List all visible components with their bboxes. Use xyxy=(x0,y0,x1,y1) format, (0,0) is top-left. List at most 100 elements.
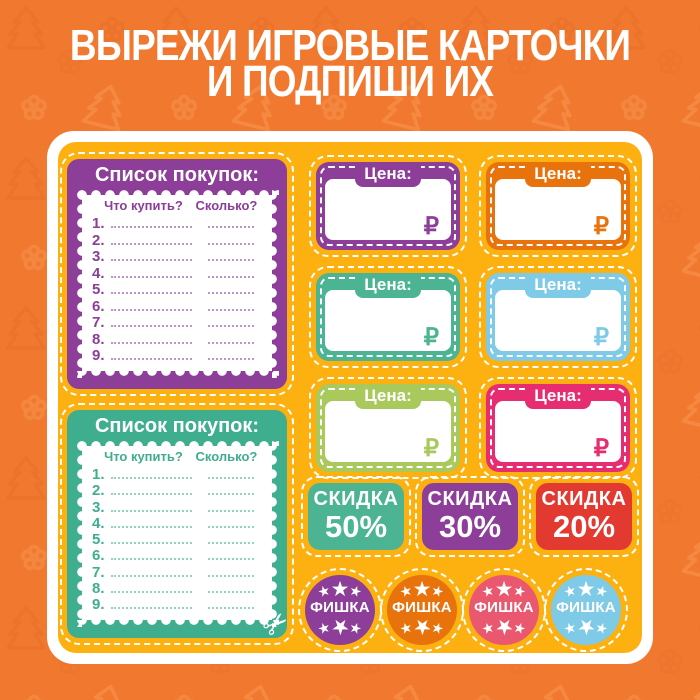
shopping-list-body: Что купить? Сколько? 1. 2. 3. 4. 5. 6. 7. 8. 9. xyxy=(75,439,279,627)
chip-token-rose: ★ ★ ★ ФИШКА ★ ★ ★ xyxy=(462,568,546,652)
price-label: Цена: xyxy=(525,162,591,187)
row-number: 6. xyxy=(92,547,105,565)
stars-row: ★ ★ ★ xyxy=(315,579,364,601)
qty-dotted-line xyxy=(208,477,254,480)
qty-dotted-line xyxy=(208,542,254,545)
item-dotted-line xyxy=(111,606,192,609)
page-title: ВЫРЕЖИ ИГРОВЫЕ КАРТОЧКИ И ПОДПИШИ ИХ xyxy=(56,21,644,104)
cards-panel-inner: Список покупок: Что купить? Сколько? 1. 2… xyxy=(58,142,642,653)
qty-dotted-line xyxy=(208,292,254,295)
item-dotted-line xyxy=(111,292,192,295)
star-icon: ★ xyxy=(593,618,611,638)
price-card-purple: Цена: ₽ xyxy=(309,155,467,257)
stars-row: ★ ★ ★ xyxy=(561,615,611,638)
chip-label: ФИШКА xyxy=(556,599,616,616)
price-write-area xyxy=(325,401,451,462)
discount-label: СКИДКА xyxy=(313,488,399,510)
stars-row: ★ ★ ★ xyxy=(397,579,446,601)
star-icon: ★ xyxy=(561,618,579,638)
price-write-area xyxy=(495,290,621,351)
ruble-sign: ₽ xyxy=(593,213,609,240)
list-row: 6. xyxy=(92,297,258,314)
chip-label: ФИШКА xyxy=(392,599,452,616)
qty-dotted-line xyxy=(208,226,254,229)
scallop-edge xyxy=(272,439,279,627)
discount-card-30: СКИДКА 30% xyxy=(415,476,525,557)
list-header-row: Что купить? Сколько? xyxy=(92,198,258,215)
scallop-edge xyxy=(75,439,82,627)
row-number: 4. xyxy=(92,264,105,282)
discount-value: 30% xyxy=(438,509,502,544)
row-number: 9. xyxy=(92,346,105,364)
star-icon: ★ xyxy=(397,618,415,638)
list-row: 8. xyxy=(92,580,258,596)
item-dotted-line xyxy=(111,542,192,545)
star-icon: ★ xyxy=(479,618,497,638)
list-row: 2. xyxy=(92,482,258,498)
item-dotted-line xyxy=(111,325,192,328)
price-label: Цена: xyxy=(525,273,591,298)
price-label: Цена: xyxy=(355,162,421,187)
shopping-list-title: Список покупок: xyxy=(94,164,260,186)
scallop-edge xyxy=(75,371,279,378)
price-card-pink: Цена: ₽ xyxy=(479,377,637,479)
column-header-qty: Сколько? xyxy=(195,449,258,464)
page-title-line1: ВЫРЕЖИ ИГРОВЫЕ КАРТОЧКИ xyxy=(69,21,631,70)
shopping-list-table: Что купить? Сколько? 1. 2. 3. 4. 5. 6. 7. 8. 9. xyxy=(82,446,272,620)
list-row: 7. xyxy=(92,563,258,581)
list-header-row: Что купить? Сколько? xyxy=(92,449,258,466)
list-row: 1. xyxy=(92,466,258,482)
scallop-edge xyxy=(272,188,279,378)
price-label: Цена: xyxy=(355,273,421,298)
item-dotted-line xyxy=(111,341,192,344)
row-number: 5. xyxy=(92,531,105,549)
qty-dotted-line xyxy=(208,308,254,311)
item-dotted-line xyxy=(111,477,192,480)
qty-dotted-line xyxy=(208,525,254,528)
qty-dotted-line xyxy=(208,606,254,609)
list-row: 8. xyxy=(92,330,258,347)
cards-panel: Список покупок: Что купить? Сколько? 1. 2… xyxy=(47,131,653,664)
price-card-orange: Цена: ₽ xyxy=(479,155,637,257)
qty-dotted-line xyxy=(208,341,254,344)
row-number: 8. xyxy=(92,579,105,597)
price-write-area xyxy=(495,401,621,462)
stars-row: ★ ★ ★ xyxy=(315,615,365,638)
item-dotted-line xyxy=(111,308,192,311)
row-number: 3. xyxy=(92,498,105,516)
chip-token-purple: ★ ★ ★ ФИШКА ★ ★ ★ xyxy=(298,568,382,652)
item-dotted-line xyxy=(111,525,192,528)
shopping-list-body: Что купить? Сколько? 1. 2. 3. 4. 5. 6. 7. 8. 9. xyxy=(75,188,279,378)
list-row: 3. xyxy=(92,248,258,264)
row-number: 7. xyxy=(92,563,105,581)
row-number: 1. xyxy=(92,215,105,233)
chip-token-orange: ★ ★ ★ ФИШКА ★ ★ ★ xyxy=(380,568,464,652)
qty-dotted-line xyxy=(208,275,254,278)
list-row: 2. xyxy=(92,231,258,249)
shopping-list-title: Список покупок: xyxy=(94,415,260,437)
item-dotted-line xyxy=(111,493,192,496)
star-icon: ★ xyxy=(347,618,365,638)
list-row: 4. xyxy=(92,264,258,282)
qty-dotted-line xyxy=(208,509,254,512)
qty-dotted-line xyxy=(208,590,254,593)
list-row: 5. xyxy=(92,531,258,547)
list-row: 5. xyxy=(92,281,258,297)
price-write-area xyxy=(325,290,451,351)
qty-dotted-line xyxy=(208,493,254,496)
star-icon: ★ xyxy=(429,618,447,638)
item-dotted-line xyxy=(111,242,192,245)
discount-value: 50% xyxy=(324,509,388,544)
column-header-what: Что купить? xyxy=(104,198,183,213)
item-dotted-line xyxy=(111,590,192,593)
price-label: Цена: xyxy=(525,384,591,409)
ruble-sign: ₽ xyxy=(423,324,439,351)
ruble-sign: ₽ xyxy=(423,435,439,462)
item-dotted-line xyxy=(111,226,192,229)
qty-dotted-line xyxy=(208,259,254,262)
list-row: 6. xyxy=(92,547,258,563)
row-number: 2. xyxy=(92,231,105,249)
row-number: 2. xyxy=(92,482,105,500)
discount-label: СКИДКА xyxy=(541,488,627,510)
star-icon: ★ xyxy=(494,577,514,601)
